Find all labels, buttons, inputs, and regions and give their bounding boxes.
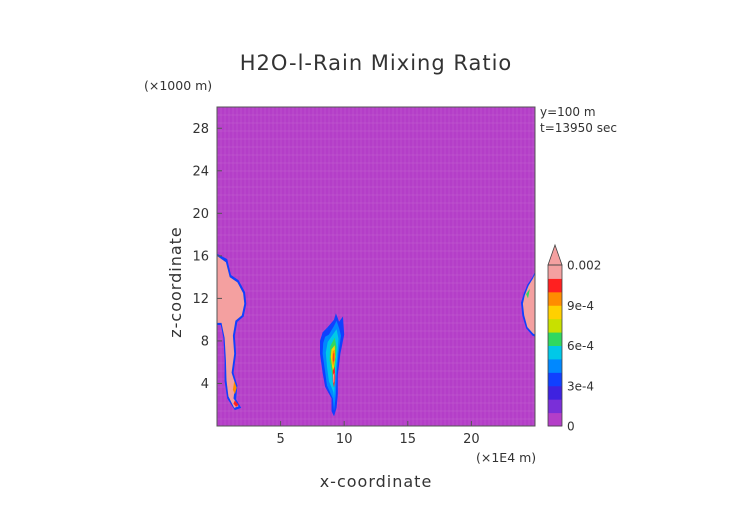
colorbar-frame <box>547 264 563 427</box>
colorbar-tick-label: 9e-4 <box>567 299 594 313</box>
colorbar-swatch <box>548 399 562 414</box>
colorbar-tick-label: 0.002 <box>567 259 601 273</box>
cloud-left-core <box>217 255 245 408</box>
colorbar-swatch <box>548 372 562 387</box>
cloud-right-core <box>522 273 535 335</box>
x-axis-title: x-coordinate <box>320 472 433 491</box>
x-axis: 5 10 15 20 <box>276 421 480 447</box>
colorbar-swatch <box>548 265 562 279</box>
cloud-center <box>320 313 345 417</box>
x-tick-label: 15 <box>400 432 417 447</box>
colorbar-extend-arrow <box>547 243 563 266</box>
y-tick-label: 24 <box>192 164 209 179</box>
cloud-left-patch <box>232 381 237 395</box>
chart-title: H2O-l-Rain Mixing Ratio <box>240 51 513 75</box>
colorbar-swatch <box>548 385 562 400</box>
cloud-left <box>217 253 247 411</box>
colorbar-swatch <box>548 318 562 333</box>
y-axis-title: z-coordinate <box>166 226 185 338</box>
colorbar-swatch <box>548 278 562 293</box>
y-tick-label: 28 <box>192 122 209 137</box>
colorbar-tick-label: 6e-4 <box>567 339 594 353</box>
colorbar-swatch <box>548 345 562 360</box>
y-tick-label: 12 <box>192 292 209 307</box>
x-tick-label: 5 <box>276 432 284 447</box>
colorbar-swatch <box>548 305 562 320</box>
y-tick-label: 4 <box>201 377 209 392</box>
colorbar-swatch <box>548 412 562 427</box>
y-axis: 4 8 12 16 20 24 28 <box>192 122 222 392</box>
info-time-line: t=13950 sec <box>540 121 617 135</box>
colorbar-swatch <box>548 291 562 306</box>
field-background <box>217 107 535 426</box>
colorbar-swatch <box>548 358 562 373</box>
y-unit-label: (×1000 m) <box>144 78 212 93</box>
colorbar-tick-label: 0 <box>567 420 575 434</box>
colorbar-swatch <box>548 332 562 346</box>
plot-frame <box>216 106 536 427</box>
cloud-right <box>521 271 535 337</box>
plot-area <box>216 106 536 427</box>
y-tick-label: 8 <box>201 334 209 349</box>
x-unit-label: (×1E4 m) <box>476 450 536 465</box>
info-y-line: y=100 m <box>540 105 596 119</box>
cloud-center-peak <box>333 372 335 384</box>
cloud-right-patch <box>526 288 530 299</box>
info-text: y=100 m t=13950 sec <box>540 105 617 135</box>
y-tick-label: 20 <box>192 207 209 222</box>
cloud-center-peak <box>333 352 335 363</box>
colorbar: 0 3e-4 6e-4 9e-4 0.002 <box>547 243 601 434</box>
colorbar-tick-label: 3e-4 <box>567 379 594 393</box>
cloud-left-patch <box>233 400 239 407</box>
y-tick-label: 16 <box>192 249 209 264</box>
x-tick-label: 10 <box>336 432 353 447</box>
x-tick-label: 20 <box>463 432 480 447</box>
